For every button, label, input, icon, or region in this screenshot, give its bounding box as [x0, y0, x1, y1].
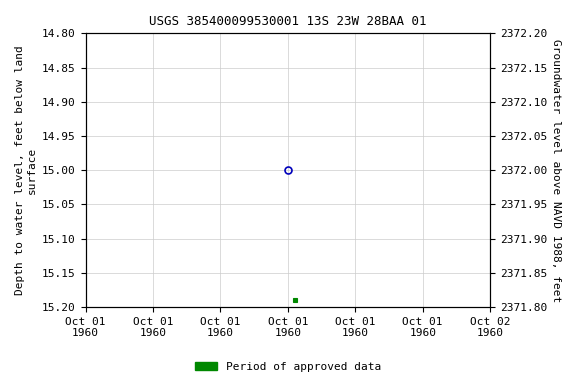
Y-axis label: Groundwater level above NAVD 1988, feet: Groundwater level above NAVD 1988, feet [551, 38, 561, 302]
Y-axis label: Depth to water level, feet below land
surface: Depth to water level, feet below land su… [15, 45, 37, 295]
Title: USGS 385400099530001 13S 23W 28BAA 01: USGS 385400099530001 13S 23W 28BAA 01 [149, 15, 427, 28]
Legend: Period of approved data: Period of approved data [191, 358, 385, 377]
